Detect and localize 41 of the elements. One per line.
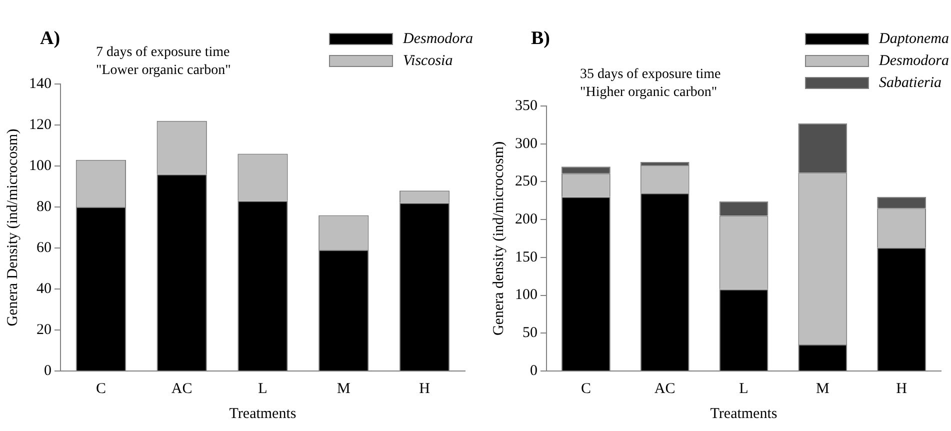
y-tick-label: 250 xyxy=(515,174,538,190)
text: 35 days of exposure time xyxy=(580,66,721,84)
text: "Higher organic carbon" xyxy=(580,84,718,102)
x-tick-label: H xyxy=(419,380,430,397)
x-axis-title: Treatments xyxy=(710,406,778,422)
y-axis-title: Genera Density (ind/microcosm) xyxy=(4,128,21,326)
y-tick-label: 0 xyxy=(530,362,538,379)
legend-label: Sabatieria xyxy=(879,74,942,93)
y-tick-label: 120 xyxy=(29,116,52,133)
y-tick-label: 60 xyxy=(36,240,52,256)
text: 7 days of exposure time xyxy=(96,44,231,62)
y-tick-label: 20 xyxy=(36,322,52,338)
x-tick-label: M xyxy=(336,380,350,397)
y-tick-label: 40 xyxy=(36,280,52,297)
chart-title: B) xyxy=(531,28,550,50)
y-axis-title: Genera density (ind/microcosm) xyxy=(490,141,507,336)
y-tick-label: 80 xyxy=(36,198,52,215)
x-tick-label: L xyxy=(258,380,268,397)
legend-label: Daptonema xyxy=(879,30,949,49)
x-tick-label: AC xyxy=(654,380,676,397)
x-tick-label: L xyxy=(739,380,748,397)
y-tick-label: 300 xyxy=(515,136,538,152)
legend-label: Desmodora xyxy=(403,30,473,49)
chart-title: A) xyxy=(40,28,60,50)
y-tick-label: 100 xyxy=(29,158,52,174)
y-tick-label: 200 xyxy=(515,212,538,228)
x-tick-label: M xyxy=(816,380,830,397)
x-tick-label: AC xyxy=(171,380,192,397)
y-tick-label: 140 xyxy=(29,76,52,92)
x-axis-title: Treatments xyxy=(229,406,296,422)
y-tick-label: 50 xyxy=(522,325,538,342)
y-tick-label: 100 xyxy=(515,287,538,304)
y-tick-label: 350 xyxy=(515,98,538,114)
legend-label: Viscosia xyxy=(403,52,453,71)
x-tick-label: H xyxy=(896,380,908,397)
x-tick-label: C xyxy=(580,380,591,397)
legend-label: Desmodora xyxy=(879,52,949,71)
x-tick-label: C xyxy=(96,380,106,397)
y-tick-label: 0 xyxy=(44,362,52,379)
text: "Lower organic carbon" xyxy=(96,62,231,80)
y-tick-label: 150 xyxy=(515,249,538,266)
